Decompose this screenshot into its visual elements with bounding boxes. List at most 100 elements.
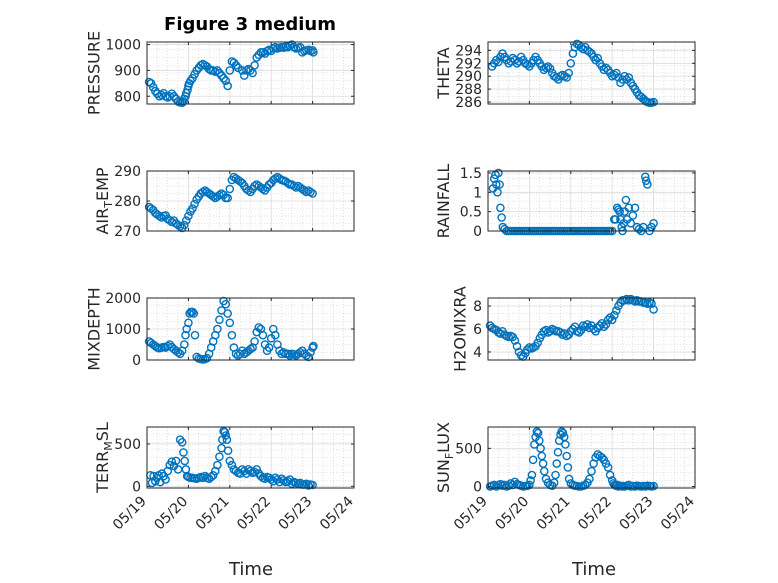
data-point [264, 343, 274, 352]
data-point [649, 305, 658, 314]
x-axis-label-left: Time [228, 559, 273, 580]
y-tick-label: 1.5 [460, 166, 482, 182]
data-point [181, 330, 190, 340]
data-point [258, 330, 268, 340]
data-point [563, 463, 573, 472]
data-point [510, 336, 520, 345]
data-point [626, 218, 636, 228]
data-point [532, 427, 542, 436]
data-point [248, 68, 257, 78]
data-point [239, 71, 249, 80]
data-point [299, 186, 309, 195]
data-point [540, 466, 549, 476]
y-tick-label: 290 [114, 164, 141, 180]
data-point [643, 180, 652, 189]
y-tick-label: 0 [473, 224, 482, 240]
data-point [250, 467, 259, 477]
data-point [219, 426, 228, 436]
subplot-8: 0 500 05/19 05/20 05/21 05/22 05/23 05/24 SUNFLU… [434, 422, 698, 533]
data-point [213, 324, 222, 334]
data-point [215, 452, 224, 462]
data-point [562, 451, 572, 461]
data-point [574, 328, 584, 337]
axes-box [487, 41, 696, 105]
data-point [597, 453, 607, 462]
data-point [180, 456, 189, 466]
y-axis-label: H2OMIXRA [451, 286, 470, 372]
data-point [157, 213, 166, 222]
data-point [611, 215, 620, 224]
x-tick-label: 05/24 [658, 493, 698, 533]
data-point [167, 457, 177, 467]
y-tick-label: 4 [473, 345, 482, 361]
x-tick-label: 05/23 [276, 494, 316, 534]
data-point [227, 330, 237, 340]
figure-title: Figure 3 medium [164, 14, 336, 35]
data-point [227, 460, 237, 470]
data-point [308, 189, 317, 198]
data-point [184, 211, 193, 221]
data-point [221, 76, 230, 86]
data-point [601, 320, 611, 329]
y-axis-label: RAINFALL [434, 164, 453, 239]
data-point [649, 481, 658, 491]
data-point [593, 323, 603, 333]
x-tick-label: 05/20 [151, 494, 191, 534]
data-point [585, 47, 594, 57]
y-tick-label: 900 [114, 63, 141, 79]
data-point [649, 218, 658, 228]
data-point [283, 349, 293, 359]
data-point [161, 475, 170, 484]
data-point [564, 68, 574, 78]
data-point [504, 481, 514, 491]
data-point [528, 455, 538, 465]
series-markers [485, 427, 658, 491]
data-point [175, 222, 185, 231]
x-tick-label: 05/19 [110, 494, 150, 534]
data-point [244, 186, 253, 195]
data-point [601, 63, 611, 73]
data-point [562, 73, 572, 82]
data-point [595, 321, 605, 330]
data-point [527, 470, 537, 480]
data-point [250, 61, 259, 70]
data-point [603, 315, 613, 325]
x-tick-label: 05/21 [534, 494, 574, 534]
subplot-7: 0 500 05/19 05/20 05/21 05/22 05/23 05/24 TERRMS… [93, 422, 357, 533]
data-point [208, 192, 218, 201]
data-point [543, 62, 553, 71]
data-point [206, 472, 216, 482]
data-point [175, 435, 185, 445]
y-tick-label: 1 [473, 185, 482, 201]
data-point [506, 479, 516, 488]
data-point [237, 66, 247, 75]
data-point [607, 315, 617, 325]
data-point [171, 456, 181, 466]
data-point [612, 306, 621, 315]
data-point [252, 465, 262, 474]
y-tick-label: 290 [455, 69, 482, 85]
y-tick-label: 8 [473, 299, 482, 315]
data-point [289, 181, 299, 191]
y-tick-label: 280 [114, 194, 141, 210]
data-point [223, 446, 233, 456]
data-point [561, 440, 570, 449]
data-point [189, 309, 199, 318]
series-markers [487, 39, 658, 107]
y-tick-label: 0 [473, 479, 482, 495]
data-point [258, 184, 268, 194]
data-point [496, 203, 505, 213]
data-point [556, 71, 565, 81]
series-markers [144, 296, 318, 364]
x-tick-label: 05/21 [193, 494, 233, 534]
data-point [533, 338, 543, 348]
y-tick-label: 286 [455, 95, 482, 111]
data-point [260, 474, 270, 484]
data-point [587, 466, 596, 476]
data-point [179, 220, 189, 230]
y-tick-label: 292 [455, 56, 482, 72]
